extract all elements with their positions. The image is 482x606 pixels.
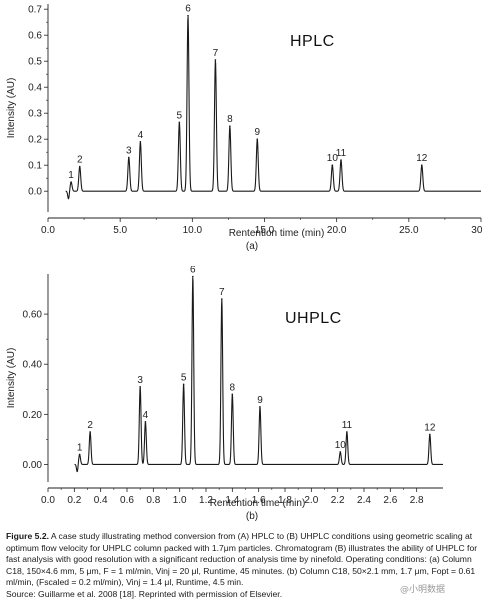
peak-label-1: 1 [68,170,74,181]
x-tick-label: 2.6 [383,495,397,506]
peak-apex-12 [429,433,431,436]
watermark: @小明数据 [400,585,446,595]
peak-label-6: 6 [185,4,191,15]
y-axis-label: Intensity (AU) [6,348,17,409]
y-tick-label: 0.60 [23,310,43,321]
peak-label-10: 10 [335,440,347,451]
panel-label: (b) [246,511,258,522]
peak-apex-9 [259,406,261,408]
uhplc-chart: 0.00 0.20 0.40 0.60 0.0 0.2 0.4 0.6 0.8 1.0 1.2 1.4… [6,266,444,522]
y-tick-label: 0.2 [28,135,42,146]
peak-label-7: 7 [219,287,225,298]
peak-apex-2 [89,431,91,433]
x-tick-label: 30.0 [471,225,482,236]
peak-apex-6 [187,14,189,17]
peak-apex-9 [256,138,259,140]
x-tick-label: 0.2 [67,495,81,506]
y-tick-label: 0.00 [23,460,43,471]
peak-label-7: 7 [213,48,219,59]
x-tick-label: 2.4 [357,495,371,506]
peak-label-11: 11 [342,420,353,431]
x-tick-label: 15.0 [255,225,275,236]
panel-label: (a) [246,241,258,252]
y-axis-label: Intensity (AU) [6,78,17,139]
peak-label-2: 2 [77,155,83,166]
peak-apex-10 [331,164,334,166]
figure-label: Figure 5.2. [6,531,49,541]
peak-apex-5 [182,383,185,386]
peak-label-11: 11 [336,148,347,159]
x-tick-label: 2.8 [410,495,424,506]
chart-title: UHPLC [285,310,342,327]
peak-apex-4 [139,141,142,143]
x-tick-label: 0.0 [41,495,55,506]
x-tick-label: 1.8 [278,495,292,506]
x-tick-label: 10.0 [183,225,203,236]
y-tick-label: 0.20 [23,410,43,421]
x-tick-label: 20.0 [327,225,347,236]
y-tick-label: 0.0 [28,187,42,198]
x-axis-label: Rentention time (min) [210,498,306,509]
y-tick-label: 0.5 [28,57,42,68]
x-tick-label: 2.2 [331,495,345,506]
chart-title: HPLC [290,33,335,50]
x-tick-label: 0.8 [146,495,160,506]
hplc-chart: 0.0 0.1 0.2 0.3 0.4 0.5 0.6 0.7 0.0 5.0 10.0 15.0 20… [6,4,482,252]
caption-source: Source: Guillarme et al. 2008 [18]. Repr… [6,588,283,599]
peak-apex-8 [229,125,231,127]
peak-label-5: 5 [181,372,187,383]
x-tick-label: 1.6 [252,495,266,506]
peak-label-10: 10 [327,153,339,164]
peak-label-3: 3 [126,145,132,156]
x-tick-label: 2.0 [304,495,318,506]
peak-apex-6 [192,275,194,278]
peak-apex-1 [70,181,72,183]
peak-apex-2 [78,165,81,168]
x-tick-label: 25.0 [399,225,419,236]
peak-apex-3 [128,156,130,159]
peak-apex-8 [231,393,234,396]
peak-apex-4 [144,421,147,423]
y-tick-label: 0.1 [28,161,42,172]
peak-label-12: 12 [424,422,436,433]
y-tick-label: 0.6 [28,31,42,42]
peak-label-8: 8 [230,382,236,393]
x-axis-label: Rentention time (min) [229,228,325,239]
x-tick-label: 0.0 [41,225,55,236]
peak-apex-7 [221,298,223,300]
peak-apex-5 [178,121,181,124]
peak-label-8: 8 [227,114,233,125]
peak-apex-12 [421,164,423,166]
peak-label-12: 12 [416,153,428,164]
chromatogram-trace [74,277,444,473]
peak-label-4: 4 [138,130,144,141]
x-tick-label: 1.0 [173,495,187,506]
x-tick-label: 1.4 [225,495,239,506]
peak-apex-10 [339,451,342,453]
chromatogram-trace [65,16,482,200]
y-tick-label: 0.4 [28,83,42,94]
y-tick-label: 0.40 [23,360,43,371]
x-tick-label: 5.0 [113,225,127,236]
peak-label-3: 3 [137,375,143,386]
figure-caption: Figure 5.2. A case study illustrating me… [6,531,478,601]
peak-label-4: 4 [143,410,149,421]
peak-apex-11 [346,431,348,433]
peak-label-6: 6 [190,266,196,276]
peak-apex-7 [214,59,217,61]
x-tick-label: 1.2 [199,495,213,506]
peak-label-5: 5 [177,110,183,121]
peak-label-2: 2 [87,420,93,431]
peak-label-9: 9 [255,127,261,138]
peak-label-9: 9 [257,395,263,406]
peak-apex-11 [340,159,342,161]
peak-apex-1 [78,453,81,456]
x-tick-label: 0.6 [120,495,134,506]
caption-text: A case study illustrating method convers… [6,531,478,588]
y-tick-label: 0.3 [28,109,42,120]
peak-label-1: 1 [77,442,83,453]
peak-apex-3 [139,385,141,388]
x-tick-label: 0.4 [94,495,108,506]
y-tick-label: 0.7 [28,5,42,16]
